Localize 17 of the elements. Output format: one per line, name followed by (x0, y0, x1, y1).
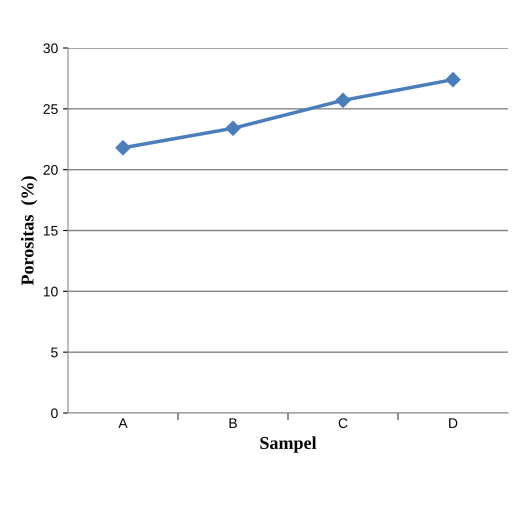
point (335, 92, 351, 108)
x-axis-title: Sampel (260, 436, 316, 453)
x-tick-label: C (338, 418, 348, 428)
y-tick-label: 30 (43, 43, 58, 54)
y-tick-label: 25 (44, 104, 58, 114)
x-tick-label: B (230, 418, 237, 428)
x-tick-label: A (118, 418, 128, 428)
y-tick-label: 15 (44, 226, 58, 236)
y-tick-label: 10 (44, 286, 58, 297)
y-tick-label: 20 (44, 165, 58, 175)
y-tick-label: 0 (51, 408, 58, 418)
point (225, 120, 241, 136)
x-tick-label: D (449, 418, 458, 428)
point (445, 72, 461, 88)
y-axis-title: Porositas (%) (20, 176, 38, 286)
point (115, 140, 131, 156)
y-tick-label: 5 (51, 348, 58, 358)
